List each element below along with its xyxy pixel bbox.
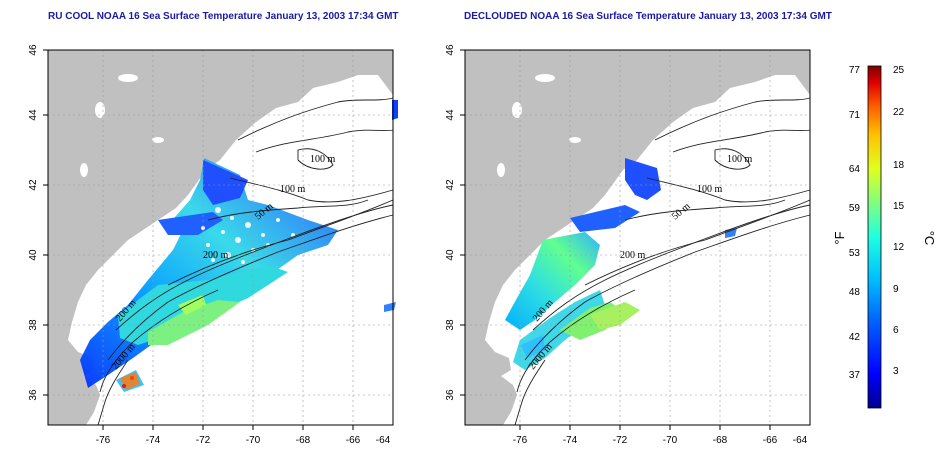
- contour-label-100m-a: 100 m: [310, 154, 336, 165]
- fahrenheit-tick: 71: [849, 110, 861, 121]
- celsius-tick: 22: [893, 107, 905, 118]
- bathymetry-contours: [97, 97, 394, 426]
- x-tick-label: -64: [376, 435, 391, 446]
- celsius-tick: 6: [893, 325, 899, 336]
- contour-label-100m-b: 100 m: [280, 184, 306, 195]
- y-tick-label: 36: [28, 389, 39, 401]
- y-tick-label: 38: [28, 319, 39, 331]
- land-mass: [48, 50, 393, 425]
- contour-label-100m-a: 100 m: [727, 154, 753, 165]
- y-tick-label: 42: [28, 179, 39, 191]
- fahrenheit-tick: 77: [849, 65, 861, 76]
- y-tick-label: 38: [445, 319, 456, 331]
- map-frame: [464, 49, 811, 426]
- y-tick-label: 46: [28, 44, 39, 56]
- celsius-tick: 12: [893, 242, 905, 253]
- fahrenheit-tick: 53: [849, 248, 861, 259]
- x-tick-label: -64: [793, 435, 808, 446]
- sst-data-swath: [80, 100, 398, 392]
- celsius-tick: 3: [893, 366, 899, 377]
- sst-data-swath: [505, 158, 737, 370]
- y-tick-label: 46: [445, 44, 456, 56]
- fahrenheit-tick: 64: [849, 164, 861, 175]
- right-map-title: DECLOUDED NOAA 16 Sea Surface Temperatur…: [464, 11, 832, 22]
- y-tick-label: 40: [445, 249, 456, 261]
- x-tick-label: -74: [563, 435, 578, 446]
- fahrenheit-tick: 59: [849, 203, 861, 214]
- x-tick-label: -70: [663, 435, 678, 446]
- cloud-speckle: [201, 207, 295, 264]
- x-tick-label: -76: [513, 435, 528, 446]
- y-tick-label: 44: [445, 109, 456, 121]
- bathymetry-contours: [514, 97, 811, 426]
- land-mass: [465, 50, 810, 425]
- y-tick-label: 40: [28, 249, 39, 261]
- x-tick-label: -66: [346, 435, 361, 446]
- celsius-tick: 9: [893, 284, 899, 295]
- x-tick-label: -72: [613, 435, 628, 446]
- x-tick-label: -68: [713, 435, 728, 446]
- x-tick-label: -74: [146, 435, 161, 446]
- fahrenheit-tick: 48: [849, 287, 861, 298]
- fahrenheit-tick: 42: [849, 332, 861, 343]
- x-tick-label: -76: [96, 435, 111, 446]
- raw-sst-map-panel: 100 m 100 m 50 m 200 m 200 m 2000 m -76 …: [8, 40, 408, 460]
- x-tick-label: -70: [246, 435, 261, 446]
- celsius-tick: 25: [893, 65, 905, 76]
- y-tick-label: 44: [28, 109, 39, 121]
- celsius-tick: 15: [893, 201, 905, 212]
- y-tick-label: 36: [445, 389, 456, 401]
- declouded-sst-map-panel: 100 m 100 m 50 m 200 m 200 m 2000 m -76 …: [425, 40, 825, 460]
- x-tick-label: -66: [763, 435, 778, 446]
- contour-label-100m-b: 100 m: [697, 184, 723, 195]
- x-tick-label: -72: [196, 435, 211, 446]
- fahrenheit-tick: 37: [849, 370, 861, 381]
- celsius-tick: 18: [893, 160, 905, 171]
- colorbar-gradient: [867, 65, 882, 409]
- contour-label-200m-a: 200 m: [203, 250, 229, 261]
- left-map-title: RU COOL NOAA 16 Sea Surface Temperature …: [48, 11, 399, 22]
- celsius-unit-label: °C: [922, 231, 937, 246]
- fahrenheit-unit-label: °F: [832, 231, 847, 244]
- contour-label-200m-a: 200 m: [620, 250, 646, 261]
- y-tick-label: 42: [445, 179, 456, 191]
- temperature-colorbar: 77 71 64 59 53 48 42 37 25 22 18 15 12 9…: [820, 60, 940, 420]
- x-tick-label: -68: [296, 435, 311, 446]
- map-frame: [47, 49, 394, 426]
